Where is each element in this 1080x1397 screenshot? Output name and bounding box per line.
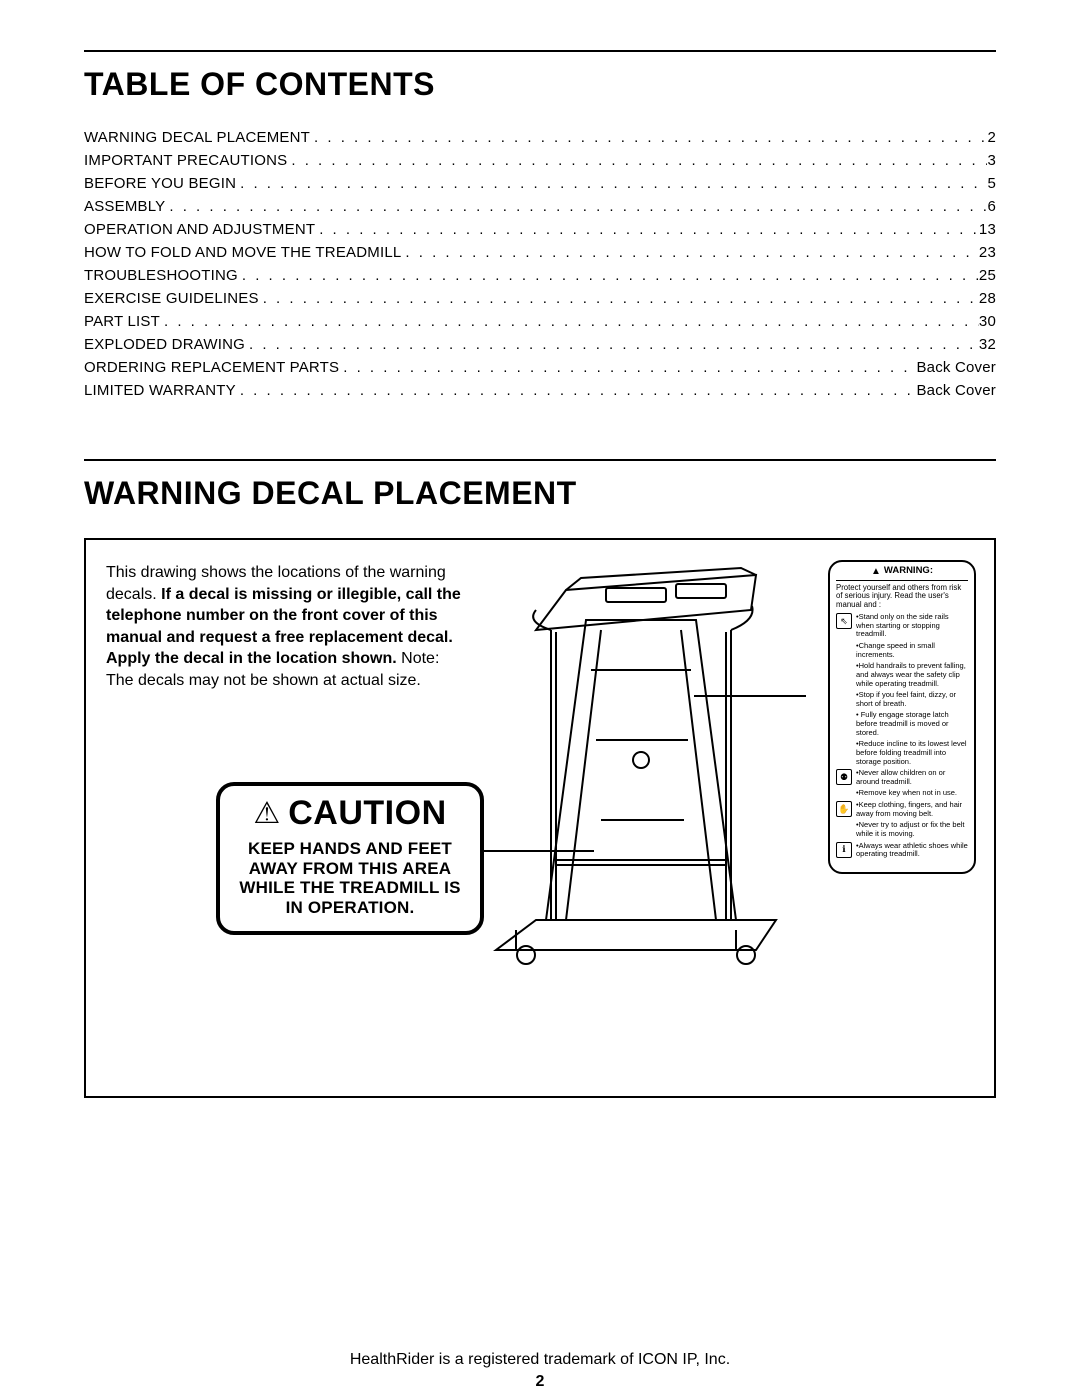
toc-row: IMPORTANT PRECAUTIONS 3: [84, 152, 996, 169]
warn-item: •Hold handrails to prevent falling, and …: [836, 662, 968, 688]
toc-dots: [315, 221, 979, 238]
toc-row: EXPLODED DRAWING 32: [84, 336, 996, 353]
treadmill-illustration: [456, 560, 806, 980]
toc-label: ASSEMBLY: [84, 198, 165, 215]
toc-label: OPERATION AND ADJUSTMENT: [84, 221, 315, 238]
warn-text: •Never try to adjust or fix the belt whi…: [856, 821, 968, 838]
warn-text: •Remove key when not in use.: [856, 789, 968, 798]
warn-text: •Never allow children on or around tread…: [856, 769, 968, 786]
toc-page: 25: [979, 267, 996, 284]
toc-row: ORDERING REPLACEMENT PARTS Back Cover: [84, 359, 996, 376]
toc-page: 13: [979, 221, 996, 238]
warn-item: •Stop if you feel faint, dizzy, or short…: [836, 691, 968, 708]
child-icon: ⚉: [836, 769, 852, 785]
toc-dots: [160, 313, 979, 330]
warn-text: •Stand only on the side rails when start…: [856, 613, 968, 639]
toc-page: 6: [987, 198, 996, 215]
rule-top: [84, 50, 996, 52]
warning-panel-title: WARNING:: [884, 566, 933, 577]
info-icon: ℹ: [836, 842, 852, 858]
warning-panel: ▲ WARNING: Protect yourself and others f…: [828, 560, 976, 874]
toc-dots: [287, 152, 987, 169]
toc-dots: [339, 359, 916, 376]
warn-item: •Reduce incline to its lowest level befo…: [836, 740, 968, 766]
toc-row: LIMITED WARRANTY Back Cover: [84, 382, 996, 399]
toc-label: HOW TO FOLD AND MOVE THE TREADMILL: [84, 244, 401, 261]
toc-page: Back Cover: [916, 382, 996, 399]
toc-page: 5: [987, 175, 996, 192]
toc-row: BEFORE YOU BEGIN 5: [84, 175, 996, 192]
toc-page: 3: [987, 152, 996, 169]
hand-icon: ✋: [836, 801, 852, 817]
section-warning-decal: WARNING DECAL PLACEMENT This drawing sho…: [84, 459, 996, 1098]
toc-label: EXERCISE GUIDELINES: [84, 290, 259, 307]
toc-row: OPERATION AND ADJUSTMENT 13: [84, 221, 996, 238]
footer-trademark: HealthRider is a registered trademark of…: [0, 1351, 1080, 1369]
toc-row: WARNING DECAL PLACEMENT 2: [84, 129, 996, 146]
warn-item: •Change speed in small increments.: [836, 642, 968, 659]
toc-label: EXPLODED DRAWING: [84, 336, 245, 353]
toc-page: 32: [979, 336, 996, 353]
decal-description: This drawing shows the locations of the …: [106, 562, 466, 692]
toc-page: 23: [979, 244, 996, 261]
warn-text: •Keep clothing, fingers, and hair away f…: [856, 801, 968, 818]
warning-triangle-icon: ⚠: [253, 799, 280, 829]
warn-text: •Hold handrails to prevent falling, and …: [856, 662, 968, 688]
toc-row: TROUBLESHOOTING 25: [84, 267, 996, 284]
toc-page: 2: [987, 129, 996, 146]
toc-page: Back Cover: [916, 359, 996, 376]
toc-dots: [401, 244, 978, 261]
warn-item: • Fully engage storage latch before trea…: [836, 711, 968, 737]
warn-item: ✋•Keep clothing, fingers, and hair away …: [836, 801, 968, 818]
toc-dots: [238, 267, 979, 284]
warn-text: •Change speed in small increments.: [856, 642, 968, 659]
toc-label: ORDERING REPLACEMENT PARTS: [84, 359, 339, 376]
caution-header: ⚠ CAUTION: [230, 794, 470, 833]
toc-label: TROUBLESHOOTING: [84, 267, 238, 284]
toc-label: WARNING DECAL PLACEMENT: [84, 129, 310, 146]
toc-dots: [236, 382, 917, 399]
warn-item: •Remove key when not in use.: [836, 789, 968, 798]
toc-label: PART LIST: [84, 313, 160, 330]
caution-decal: ⚠ CAUTION KEEP HANDS AND FEET AWAY FROM …: [216, 782, 484, 935]
warn-text: • Fully engage storage latch before trea…: [856, 711, 968, 737]
toc-label: BEFORE YOU BEGIN: [84, 175, 236, 192]
warning-triangle-icon: ▲: [871, 566, 881, 578]
toc-heading: TABLE OF CONTENTS: [84, 66, 996, 103]
warning-panel-header: ▲ WARNING:: [836, 566, 968, 581]
page-number: 2: [0, 1373, 1080, 1391]
section2-heading: WARNING DECAL PLACEMENT: [84, 475, 996, 512]
toc-dots: [259, 290, 979, 307]
toc-page: 28: [979, 290, 996, 307]
warn-item: ℹ•Always wear athletic shoes while opera…: [836, 842, 968, 859]
toc-list: WARNING DECAL PLACEMENT 2 IMPORTANT PRECA…: [84, 129, 996, 399]
caution-body: KEEP HANDS AND FEET AWAY FROM THIS AREA …: [230, 839, 470, 917]
toc-label: LIMITED WARRANTY: [84, 382, 236, 399]
toc-row: ASSEMBLY 6: [84, 198, 996, 215]
pointer-line: [484, 850, 594, 852]
warn-item: ⇖•Stand only on the side rails when star…: [836, 613, 968, 639]
rule-section2: [84, 459, 996, 461]
toc-dots: [165, 198, 987, 215]
foot-icon: ⇖: [836, 613, 852, 629]
toc-dots: [245, 336, 979, 353]
toc-row: HOW TO FOLD AND MOVE THE TREADMILL 23: [84, 244, 996, 261]
caution-title: CAUTION: [288, 794, 446, 833]
toc-page: 30: [979, 313, 996, 330]
warn-item: ⚉•Never allow children on or around trea…: [836, 769, 968, 786]
toc-label: IMPORTANT PRECAUTIONS: [84, 152, 287, 169]
decal-box: This drawing shows the locations of the …: [84, 538, 996, 1098]
pointer-line: [694, 695, 806, 697]
warn-text: •Always wear athletic shoes while operat…: [856, 842, 968, 859]
warn-text: •Reduce incline to its lowest level befo…: [856, 740, 968, 766]
toc-row: PART LIST 30: [84, 313, 996, 330]
warn-text: •Stop if you feel faint, dizzy, or short…: [856, 691, 968, 708]
warning-panel-intro: Protect yourself and others from risk of…: [836, 584, 968, 610]
toc-row: EXERCISE GUIDELINES 28: [84, 290, 996, 307]
toc-dots: [236, 175, 987, 192]
warn-item: •Never try to adjust or fix the belt whi…: [836, 821, 968, 838]
toc-dots: [310, 129, 987, 146]
